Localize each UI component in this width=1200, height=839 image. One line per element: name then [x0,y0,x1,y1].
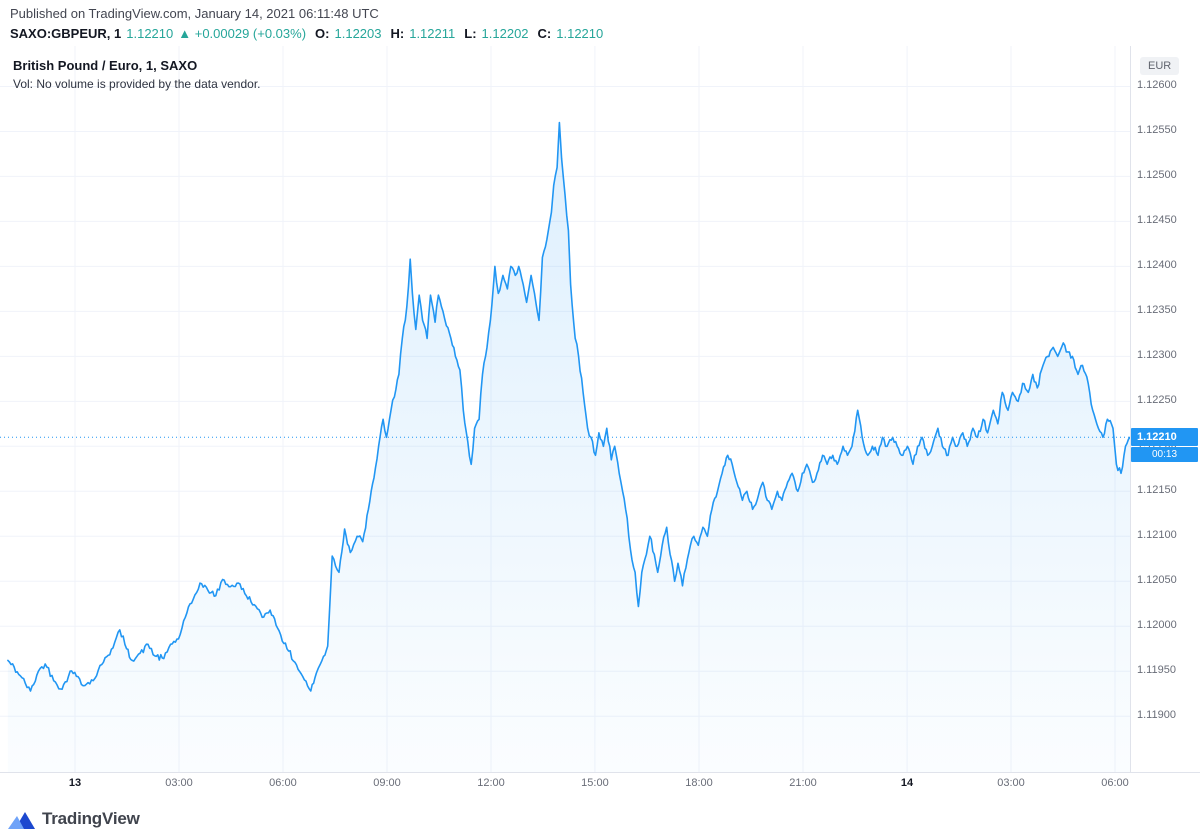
last-price: 1.12210 [126,26,174,41]
high-value: 1.12211 [409,26,456,41]
time-tick-label: 03:00 [997,777,1025,789]
time-tick-label: 18:00 [685,777,713,789]
published-line: Published on TradingView.com, January 14… [10,6,379,21]
price-tick-label: 1.12400 [1137,259,1177,272]
open-value: 1.12203 [334,26,382,41]
symbol-summary: SAXO:GBPEUR, 1 1.12210 ▲ +0.00029 (+0.03… [10,26,603,41]
tradingview-logo-icon [8,808,35,830]
price-tick-label: 1.11900 [1137,709,1176,722]
price-chart[interactable]: British Pound / Euro, 1, SAXO Vol: No vo… [0,46,1200,797]
time-tick-label: 21:00 [789,777,817,789]
price-tick-label: 1.11950 [1137,664,1176,677]
footer: TradingView [8,804,140,834]
time-tick-day-label: 14 [900,777,914,789]
close-label: C: [537,26,552,41]
time-tick-label: 12:00 [477,777,505,789]
time-tick-day-label: 13 [68,777,82,789]
close-value: 1.12210 [556,26,604,41]
price-tick-label: 1.12350 [1137,304,1177,317]
chart-canvas[interactable] [0,46,1200,797]
last-price-badge: 1.12210 [1131,428,1198,447]
time-tick-label: 09:00 [373,777,401,789]
open-label: O: [315,26,330,41]
bar-countdown: 00:13 [1131,447,1198,463]
price-line [7,121,1131,692]
price-scale-currency: EUR [1140,57,1180,75]
price-tick-label: 1.12550 [1137,124,1177,137]
time-tick-label: 15:00 [581,777,609,789]
price-tick-label: 1.12300 [1137,349,1177,362]
price-area-fill [7,122,1130,772]
price-tick-label: 1.12450 [1137,214,1177,227]
time-tick-label: 06:00 [269,777,297,789]
high-label: H: [390,26,405,41]
chart-plot-area[interactable] [0,46,1200,797]
price-tick-label: 1.12600 [1137,79,1177,92]
price-tick-label: 1.12050 [1137,574,1177,587]
time-tick-label: 06:00 [1101,777,1129,789]
time-tick-label: 03:00 [165,777,193,789]
price-tick-label: 1.12100 [1137,529,1177,542]
low-label: L: [464,26,477,41]
price-change: ▲ +0.00029 (+0.03%) [178,26,307,41]
price-tick-label: 1.12250 [1137,394,1177,407]
symbol-name: SAXO:GBPEUR, 1 [10,26,122,41]
price-tick-label: 1.12000 [1137,619,1177,632]
price-tick-label: 1.12150 [1137,484,1177,497]
low-value: 1.12202 [481,26,529,41]
tradingview-brand[interactable]: TradingView [42,809,140,828]
price-tick-label: 1.12500 [1137,169,1177,182]
